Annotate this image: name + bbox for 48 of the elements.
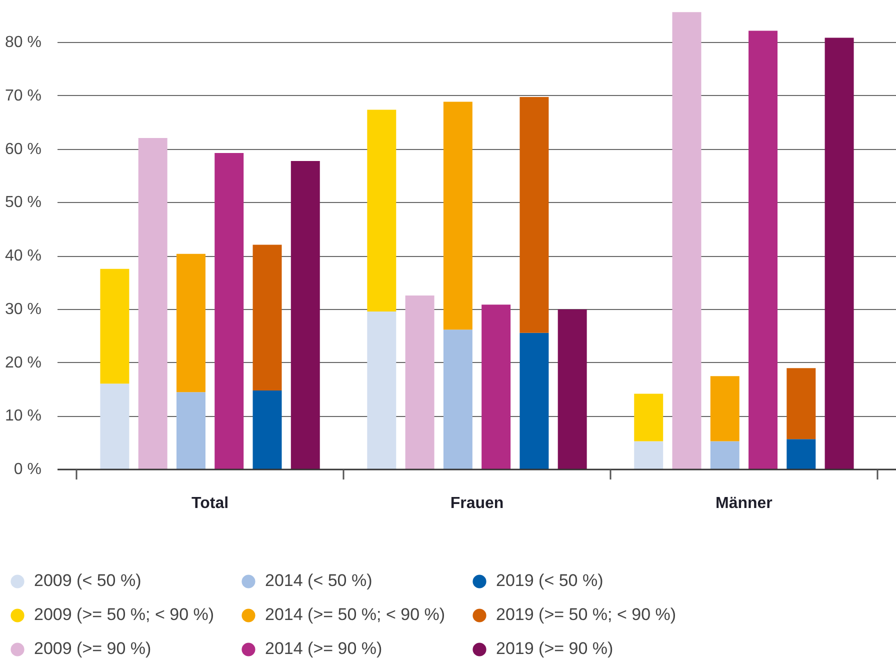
- bar: [672, 12, 702, 470]
- legend-label: 2009 (>= 90 %): [34, 638, 152, 660]
- legend-label: 2014 (>= 50 %; < 90 %): [265, 604, 446, 626]
- bar: [405, 296, 434, 470]
- bar: [443, 330, 472, 470]
- bar: [710, 376, 740, 442]
- bar: [748, 30, 778, 470]
- bar: [214, 153, 244, 470]
- y-tick-label: 10 %: [5, 408, 42, 425]
- legend-label: 2019 (>= 90 %): [496, 638, 614, 660]
- text: Männer: [716, 495, 772, 512]
- bar: [824, 38, 854, 470]
- y-tick-label: 60 %: [5, 140, 42, 158]
- y-tick-label: 50 %: [5, 194, 42, 212]
- y-tick-label: 40 %: [5, 248, 42, 265]
- bar: [634, 441, 664, 470]
- legend-label: 2019 (< 50 %): [496, 570, 604, 592]
- y-tick-label: 0 %: [14, 461, 42, 478]
- bar: [710, 441, 740, 470]
- bar: [290, 161, 320, 470]
- bar: [443, 102, 472, 330]
- bar: [176, 392, 206, 470]
- bar: [786, 368, 816, 440]
- bar: [100, 384, 130, 470]
- legend-label: 2019 (>= 50 %; < 90 %): [496, 604, 678, 626]
- y-tick-label: 30 %: [5, 300, 42, 318]
- y-tick-label: 20 %: [5, 354, 42, 372]
- bar: [634, 394, 664, 442]
- bar: [367, 110, 396, 312]
- bar: [558, 309, 587, 470]
- bar: [252, 244, 282, 391]
- bar: [520, 96, 549, 333]
- text: Total: [192, 495, 229, 512]
- legend-label: 2009 (>= 50 %; < 90 %): [34, 604, 216, 626]
- bar: [138, 138, 168, 470]
- y-tick-label: 70 %: [5, 87, 42, 104]
- y-tick-label: 80 %: [5, 34, 42, 52]
- legend-label: 2014 (>= 90 %): [265, 638, 384, 660]
- bar: [367, 312, 396, 470]
- bar: [252, 390, 282, 470]
- legend-label: 2009 (< 50 %): [34, 570, 142, 592]
- bar: [482, 304, 511, 470]
- bar: [520, 332, 549, 470]
- bar: [100, 268, 130, 384]
- bar: [786, 439, 816, 470]
- text: Frauen: [450, 495, 504, 512]
- legend-label: 2014 (< 50 %): [265, 570, 374, 592]
- bar: [176, 254, 206, 392]
